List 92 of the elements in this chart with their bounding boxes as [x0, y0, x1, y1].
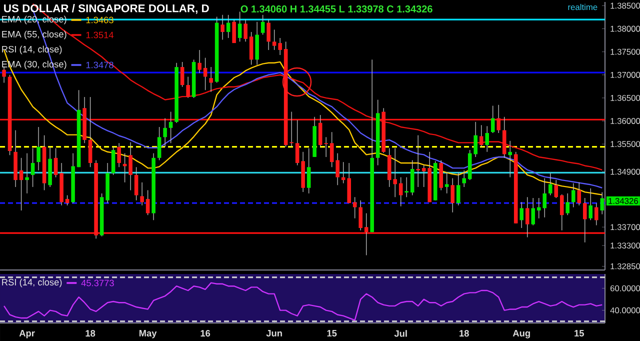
candlestick [134, 166, 138, 201]
x-tick-label: Jul [394, 330, 407, 337]
candlestick [588, 188, 593, 221]
candlestick [128, 142, 132, 191]
candlestick [209, 66, 213, 92]
candlestick [531, 198, 536, 226]
y-tick-label: 1.36500 [610, 94, 640, 101]
candlestick [450, 178, 455, 213]
candlestick [180, 62, 184, 88]
candlestick [324, 136, 328, 158]
candlestick [548, 172, 552, 196]
candlestick [508, 140, 512, 178]
text: 1.34326 [608, 198, 638, 204]
candlestick [404, 176, 408, 198]
candlestick [560, 194, 564, 231]
x-tick-label: 18 [460, 330, 469, 337]
candlestick [244, 19, 248, 42]
y-tick-label: 1.36000 [610, 118, 640, 124]
candlestick [163, 118, 167, 148]
candlestick [198, 50, 202, 74]
candlestick [462, 170, 466, 188]
legend-label: EMA (55, close) [2, 30, 66, 40]
candlestick [416, 134, 420, 188]
x-tick-label: 15 [574, 330, 584, 336]
candlestick [358, 200, 362, 231]
y-tick-label: 1.37500 [610, 48, 640, 55]
candlestick [168, 111, 173, 144]
annotation: 1.3463 [86, 16, 114, 24]
candlestick [260, 14, 265, 36]
candlestick [422, 164, 426, 188]
y-tick-label: 1.34900 [610, 168, 640, 175]
candlestick [336, 152, 340, 186]
candlestick [456, 172, 460, 206]
y-tick-label: 1.33700 [610, 224, 640, 230]
y-tick-label: 60.0000 [610, 285, 640, 292]
candlestick [238, 11, 242, 42]
candlestick [278, 38, 282, 56]
candlestick [220, 14, 224, 40]
candlestick [479, 124, 484, 148]
candlestick [398, 176, 403, 207]
y-tick-label: 1.37000 [610, 72, 640, 78]
candlestick [520, 202, 524, 228]
y-tick-label: 1.32850 [610, 263, 640, 270]
candlestick [226, 14, 230, 38]
candlestick [330, 132, 334, 168]
candlestick [249, 32, 254, 66]
candlestick [566, 193, 570, 216]
candlestick [266, 19, 270, 50]
candlestick [186, 76, 190, 98]
candlestick [352, 196, 357, 219]
chart-subtitle: O 1.34060 H 1.34455 L 1.33978 C 1.34326 [240, 5, 432, 13]
candlestick [272, 29, 276, 50]
candlestick [393, 148, 397, 198]
candlestick [490, 105, 495, 134]
candlestick [30, 148, 35, 188]
x-tick-label: 15 [327, 330, 337, 336]
candlestick [577, 182, 582, 206]
candlestick [410, 160, 414, 196]
annotation: 1.3514 [86, 32, 114, 38]
candlestick [111, 146, 116, 176]
annotation: 45.3773 [81, 280, 114, 286]
candlestick [232, 19, 236, 44]
x-tick-label: May [139, 330, 157, 338]
candlestick [140, 182, 144, 206]
candlestick [571, 182, 576, 208]
candlestick [36, 126, 40, 171]
candlestick [146, 190, 150, 216]
candlestick [485, 126, 490, 152]
candlestick [554, 180, 558, 198]
x-tick-label: 16 [200, 330, 210, 337]
y-tick-label: 40.0000 [610, 307, 640, 314]
x-tick-label: Apr [19, 330, 35, 338]
y-tick-label: 1.35500 [610, 141, 640, 148]
candlestick [19, 158, 24, 211]
candlestick [444, 172, 449, 194]
legend-label: RSI (14, close) [2, 278, 62, 288]
annotation: realtime [568, 4, 598, 10]
candlestick [594, 202, 598, 226]
y-tick-label: 1.33300 [610, 242, 640, 249]
candlestick [2, 66, 6, 84]
y-tick-label: 1.38000 [610, 26, 640, 32]
annotation: 1.3478 [86, 62, 114, 68]
candlestick [306, 148, 311, 194]
candlestick [25, 152, 29, 194]
x-tick-label: Jun [266, 330, 282, 336]
x-tick-label: 18 [86, 330, 96, 337]
x-tick-label: Aug [512, 330, 530, 338]
candlestick [54, 148, 58, 178]
candlestick [600, 192, 604, 215]
candlestick [117, 142, 121, 168]
y-tick-label: 1.38500 [610, 2, 640, 9]
candlestick [157, 126, 162, 161]
